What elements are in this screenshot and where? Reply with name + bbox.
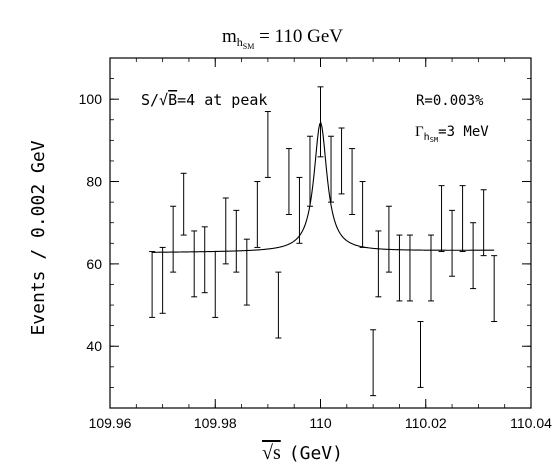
- error-bar: [212, 251, 219, 318]
- error-bar: [159, 246, 166, 314]
- error-bar: [222, 197, 229, 265]
- fit-curve: [152, 121, 495, 253]
- gamma-annotation: ΓhSM=3 MeV: [415, 124, 489, 144]
- error-bar: [180, 172, 187, 236]
- error-bar: [338, 127, 345, 195]
- gamma-symbol: Γ: [415, 124, 424, 140]
- error-bar: [359, 181, 366, 248]
- y-tick-label: 100: [79, 91, 103, 107]
- peak-text-b: B: [168, 91, 177, 109]
- y-tick-label: 60: [86, 256, 102, 272]
- error-bar: [417, 321, 424, 388]
- error-bars: [149, 86, 498, 397]
- x-axis-label: √s (GeV): [262, 442, 343, 464]
- axis-ticks: 109.96 109.98 110 110.02 110.04 40 60 80 100: [79, 57, 552, 431]
- gamma-sub: h: [424, 132, 430, 143]
- error-bar: [375, 230, 382, 298]
- error-bar: [406, 234, 413, 302]
- error-bar: [385, 205, 392, 273]
- title-main: m: [222, 26, 237, 47]
- peak-annotation: S/√B=4 at peak: [141, 91, 267, 109]
- y-axis-label: Events / 0.002 GeV: [28, 140, 49, 335]
- error-bar: [191, 230, 198, 298]
- x-tick-label: 110: [309, 415, 332, 431]
- x-tick-label: 110.02: [405, 415, 447, 431]
- error-bar: [170, 205, 177, 273]
- title-subsub: SM: [243, 42, 255, 51]
- gamma-subsub: SM: [430, 136, 438, 144]
- peak-text-prefix: S/√: [141, 91, 168, 109]
- error-bar: [254, 181, 261, 248]
- r-annotation: R=0.003%: [416, 93, 484, 109]
- error-bar: [349, 148, 356, 215]
- chart-title: mhSM = 110 GeV: [222, 26, 343, 51]
- x-label-root: √s: [262, 442, 281, 464]
- error-bar: [317, 86, 324, 158]
- error-bar: [449, 209, 456, 277]
- gamma-value: =3 MeV: [438, 124, 489, 140]
- error-bar: [396, 234, 403, 302]
- error-bar: [285, 148, 292, 215]
- error-bar: [233, 209, 240, 273]
- x-tick-label: 110.04: [510, 415, 552, 431]
- error-bar: [296, 176, 303, 244]
- title-value: = 110 GeV: [254, 26, 343, 47]
- error-bar: [275, 271, 282, 339]
- x-tick-label: 109.98: [194, 415, 237, 431]
- peak-text-suffix: =4 at peak: [177, 91, 267, 109]
- x-tick-label: 109.96: [89, 415, 132, 431]
- x-label-unit: (GeV): [289, 443, 343, 464]
- error-bar: [491, 255, 498, 323]
- error-bar: [149, 251, 156, 318]
- error-bar: [438, 185, 445, 253]
- error-bar: [306, 135, 313, 207]
- y-tick-label: 40: [86, 338, 102, 354]
- error-bar: [370, 329, 377, 397]
- error-bar: [264, 111, 271, 178]
- title-sub: h: [237, 35, 243, 49]
- error-bar: [428, 234, 435, 302]
- error-bar: [201, 226, 208, 294]
- y-tick-label: 80: [86, 174, 102, 190]
- error-bar: [470, 222, 477, 290]
- error-bar: [243, 238, 250, 306]
- error-bar: [480, 189, 487, 257]
- error-bar: [459, 185, 466, 253]
